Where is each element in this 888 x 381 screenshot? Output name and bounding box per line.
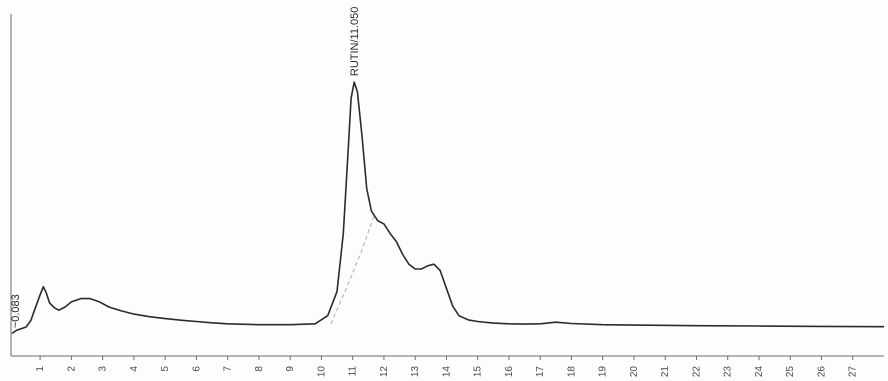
x-tick-label: 21 bbox=[660, 366, 671, 378]
x-tick-label: 12 bbox=[379, 366, 390, 378]
x-tick-label: 19 bbox=[598, 366, 609, 378]
x-tick-label: 25 bbox=[785, 366, 796, 378]
x-tick-label: 27 bbox=[848, 366, 859, 378]
x-tick-label: 9 bbox=[285, 366, 296, 372]
x-tick-label: 5 bbox=[160, 366, 171, 372]
x-tick-label: 10 bbox=[316, 366, 327, 378]
x-tick-label: 26 bbox=[816, 366, 827, 378]
chromatogram-trace bbox=[11, 81, 885, 335]
x-tick-label: 17 bbox=[535, 366, 546, 378]
peak-label-rutin: RUTIN/11.050 bbox=[349, 7, 361, 77]
x-tick-label: 1 bbox=[35, 366, 46, 372]
integration-baseline bbox=[330, 214, 376, 325]
x-tick-label: 11 bbox=[348, 366, 359, 377]
x-tick-label: 4 bbox=[129, 366, 140, 372]
x-tick-label: 16 bbox=[504, 366, 515, 378]
x-tick-label: 2 bbox=[66, 366, 77, 372]
x-tick-label: 6 bbox=[191, 366, 202, 372]
x-tick-label: 8 bbox=[254, 366, 265, 372]
x-tick-label: 20 bbox=[629, 366, 640, 378]
x-tick-label: 14 bbox=[441, 366, 452, 378]
x-tick-label: 24 bbox=[754, 366, 765, 378]
x-tick-label: 3 bbox=[98, 366, 109, 372]
x-tick-label: 23 bbox=[723, 366, 734, 378]
x-tick-label: 18 bbox=[566, 366, 577, 378]
x-tick-label: 7 bbox=[223, 366, 234, 372]
peak-label-start: ~0.083 bbox=[10, 294, 22, 328]
x-tick-label: 15 bbox=[473, 366, 484, 378]
x-tick-label: 13 bbox=[410, 366, 421, 378]
x-tick-label: 22 bbox=[691, 366, 702, 378]
